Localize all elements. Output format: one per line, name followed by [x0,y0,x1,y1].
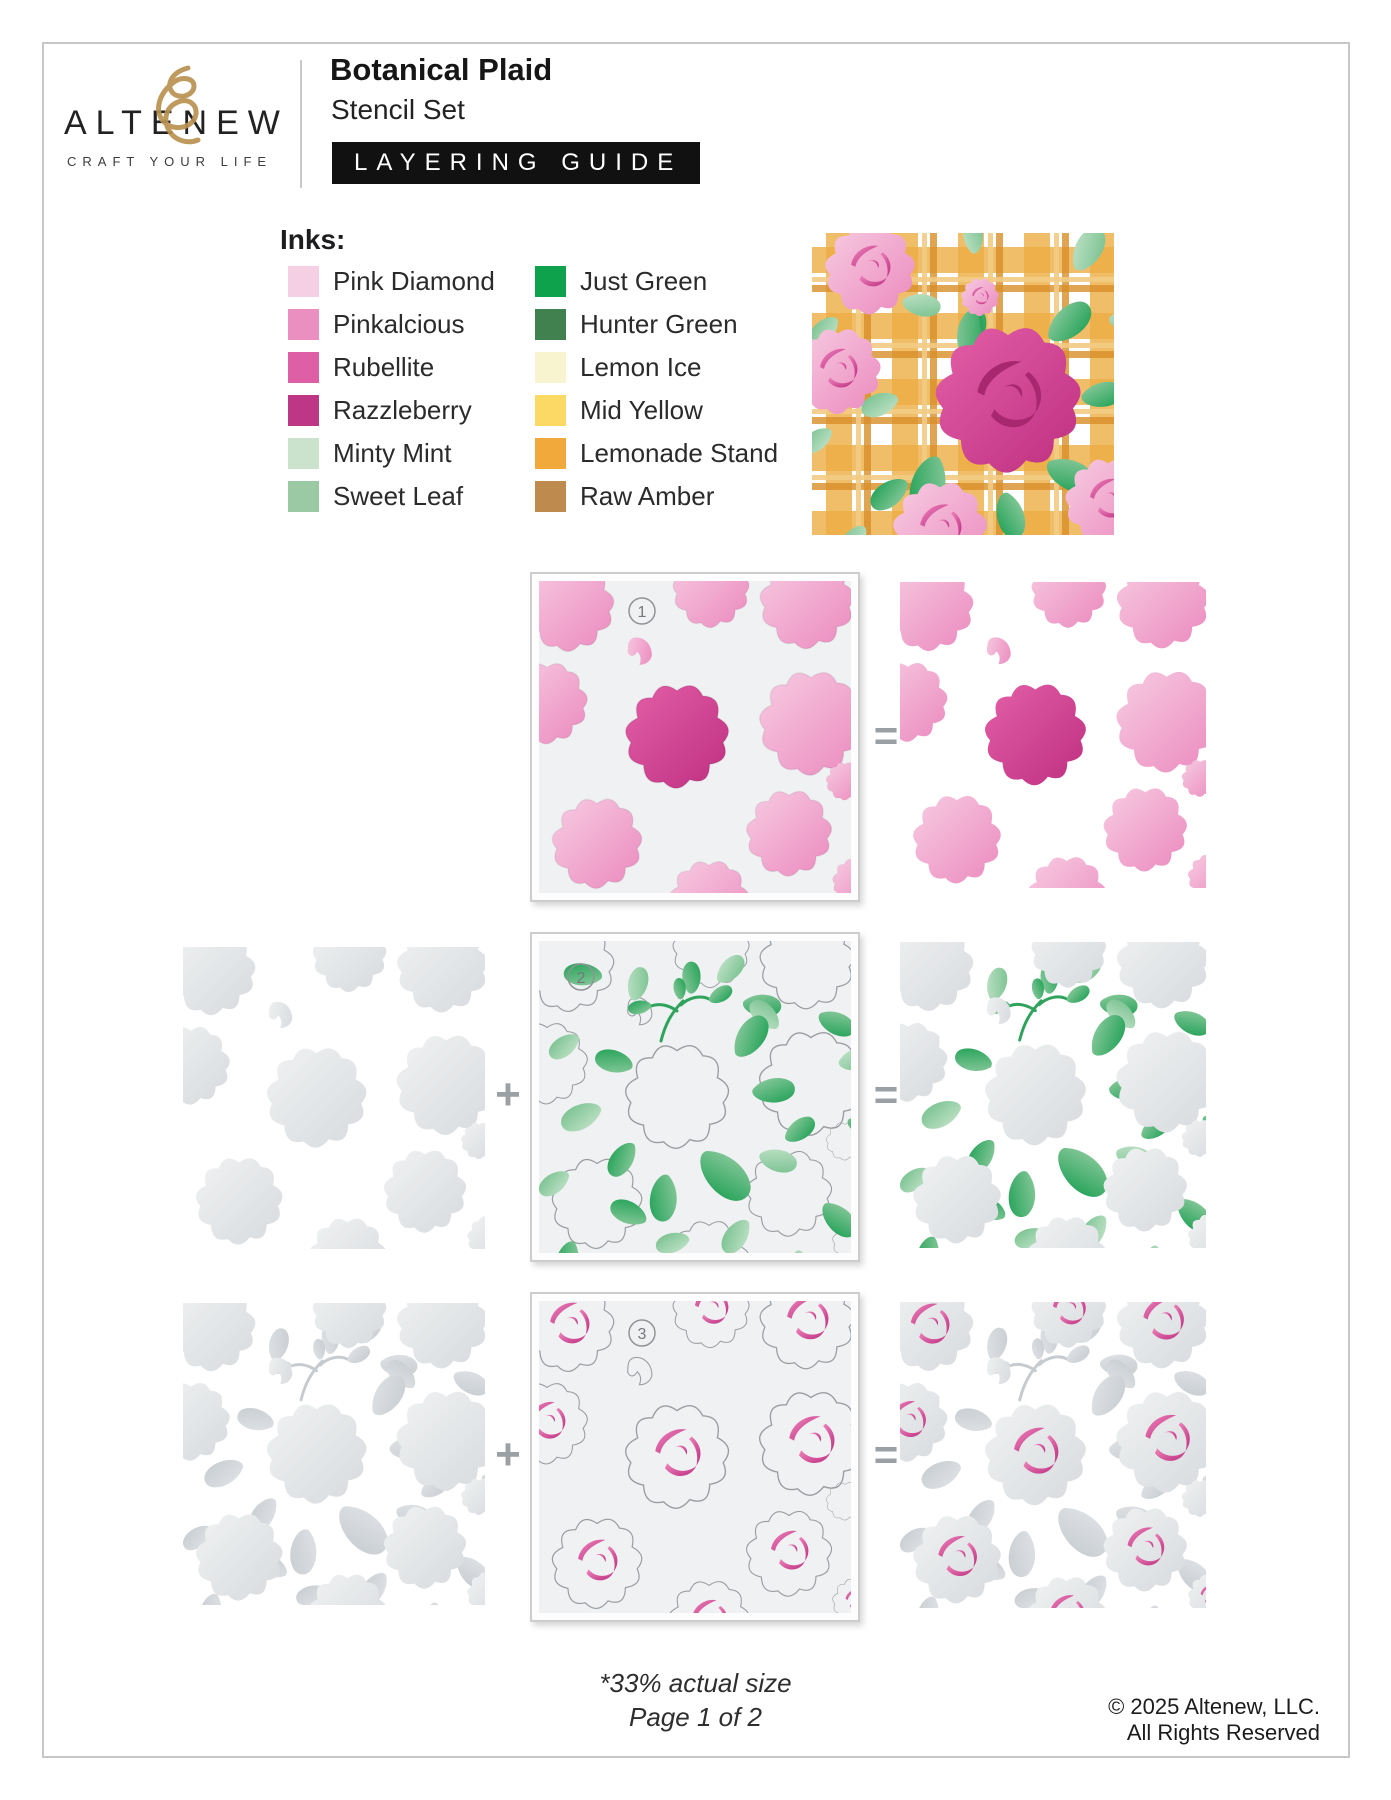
ink-swatch [535,309,566,340]
equals-icon: = [873,712,899,759]
copyright-line-2: All Rights Reserved [1126,1720,1320,1745]
ink-label: Lemon Ice [580,352,702,382]
ink-swatch [288,395,319,426]
equals-icon: = [873,1431,899,1478]
ink-legend-item: Sweet Leaf [288,475,495,518]
ink-swatch [288,352,319,383]
ink-label: Rubellite [333,352,435,382]
ink-legend-item: Rubellite [288,346,495,389]
ink-legend-item: Hunter Green [535,303,778,346]
header-divider [300,60,302,188]
inks-heading: Inks: [280,224,346,255]
ink-label: Lemonade Stand [580,438,779,468]
svg-text:2: 2 [577,970,586,987]
ink-legend-item: Pink Diamond [288,260,495,303]
ink-label: Raw Amber [580,481,715,511]
ink-swatch [535,438,566,469]
plus-icon: + [495,1070,521,1119]
equals-icon: = [873,1071,899,1118]
result-image-1 [900,582,1206,888]
footer-size-note: *33% actual size [599,1668,792,1698]
ink-legend-item: Razzleberry [288,389,495,432]
brand-tagline: CRAFT YOUR LIFE [67,154,273,169]
ink-legend-item: Raw Amber [535,475,778,518]
ink-label: Sweet Leaf [333,481,464,511]
result-image-2 [900,942,1206,1248]
svg-text:1: 1 [638,604,647,621]
brand-logo: ALTENEW CRAFT YOUR LIFE [64,65,294,178]
ink-swatch [288,481,319,512]
result-image-3 [900,1302,1206,1608]
page-title: Botanical Plaid [330,52,553,87]
ink-legend-item: Minty Mint [288,432,495,475]
ink-swatch [535,481,566,512]
ink-swatch [288,309,319,340]
previous-result-image-3 [183,1303,485,1605]
page-subtitle: Stencil Set [331,94,465,125]
ink-label: Just Green [580,266,708,296]
footer-page-number: Page 1 of 2 [629,1702,762,1732]
ink-legend-item: Lemonade Stand [535,432,778,475]
ink-legend-column-left: Pink Diamond Pinkalcious Rubellite Razzlebe… [288,260,495,518]
stencil-panel-1: 1 [530,572,860,902]
ink-legend-column-right: Just Green Hunter Green Lemon Ice Mid Yello… [535,260,778,518]
plus-icon: + [495,1430,521,1479]
layering-guide-badge: LAYERING GUIDE [332,142,701,184]
ink-legend-item: Just Green [535,260,778,303]
footer-copyright: © 2025 Altenew, LLC. All Rights Reserved [1108,1694,1320,1746]
ink-label: Minty Mint [333,438,452,468]
ink-label: Razzleberry [333,395,472,425]
ink-swatch [535,352,566,383]
copyright-line-1: © 2025 Altenew, LLC. [1108,1694,1320,1719]
ink-legend-item: Pinkalcious [288,303,495,346]
ink-label: Hunter Green [580,309,738,339]
ink-label: Pinkalcious [333,309,465,339]
svg-text:3: 3 [638,1326,647,1343]
stencil-panel-2: 2 [530,932,860,1262]
ink-swatch [288,266,319,297]
finished-sample-image [812,233,1114,535]
stencil-panel-3: 3 [530,1292,860,1622]
previous-result-image-2 [183,947,485,1249]
ink-legend-item: Mid Yellow [535,389,778,432]
ink-swatch [288,438,319,469]
ink-swatch [535,395,566,426]
brand-ampersand-icon [150,62,208,150]
ink-legend-item: Lemon Ice [535,346,778,389]
ink-label: Mid Yellow [580,395,703,425]
ink-swatch [535,266,566,297]
ink-label: Pink Diamond [333,266,495,296]
